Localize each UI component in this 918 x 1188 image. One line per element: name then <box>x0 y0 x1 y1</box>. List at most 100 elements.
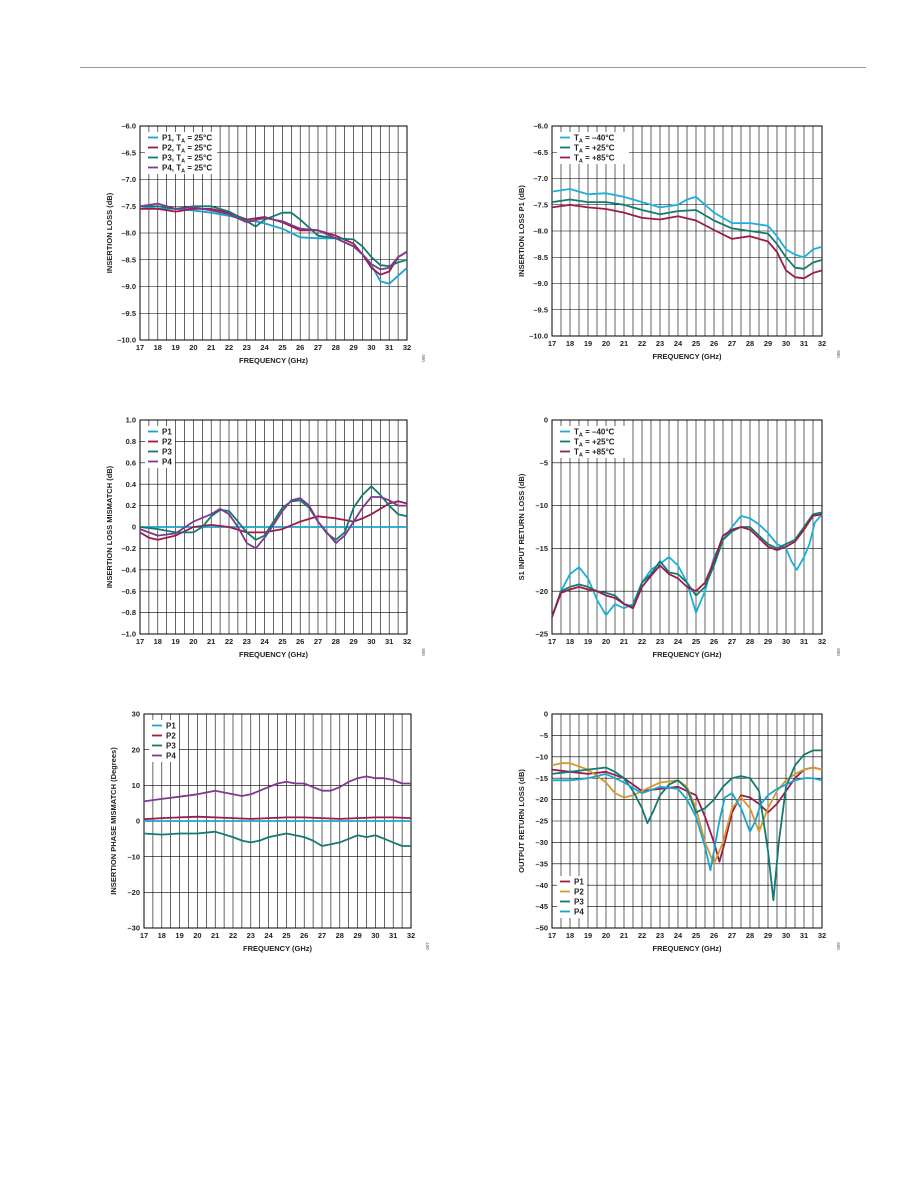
x-tick-label: 18 <box>154 343 162 352</box>
y-tick-label: –9.0 <box>533 279 548 288</box>
legend-label: P2, TA = 25°C <box>162 144 212 155</box>
x-tick-label: 28 <box>336 931 344 940</box>
series-line <box>551 513 823 618</box>
y-tick-label: –15 <box>535 544 548 553</box>
x-tick-label: 25 <box>282 931 290 940</box>
insertion-loss-p1-chart: 17 18 19 20 21 22 23 24 25 26 27 28 29 30 31 32 –10.0 –9.… <box>517 122 841 361</box>
x-tick-label: 31 <box>385 343 393 352</box>
x-tick-label: 25 <box>692 339 700 348</box>
x-tick-label: 23 <box>656 637 664 646</box>
y-tick-label: –15 <box>535 774 548 783</box>
x-tick-label: 28 <box>746 637 754 646</box>
x-tick-label: 28 <box>746 931 754 940</box>
x-tick-label: 21 <box>211 931 219 940</box>
x-tick-label: 19 <box>584 637 592 646</box>
insertion-loss-mismatch-chart: 17 18 19 20 21 22 23 24 25 26 27 28 29 30 31 32 –1.0 –0.8… <box>105 416 426 659</box>
legend-label: P2 <box>166 732 176 741</box>
series-line <box>139 205 408 285</box>
y-tick-label: –50 <box>535 924 548 933</box>
y-tick-label: –5 <box>540 458 548 467</box>
x-tick-label: 22 <box>225 637 233 646</box>
plot-frame <box>551 713 823 929</box>
x-tick-label: 21 <box>620 339 628 348</box>
x-tick-label: 25 <box>278 637 286 646</box>
x-tick-label: 29 <box>353 931 361 940</box>
x-tick-label: 24 <box>674 931 683 940</box>
y-tick-label: –0.6 <box>121 587 136 596</box>
legend-label: P1 <box>166 722 176 731</box>
series-line <box>143 830 411 847</box>
plot-frame <box>551 125 823 337</box>
x-tick-label: 31 <box>389 931 397 940</box>
x-tick-label: 30 <box>367 343 375 352</box>
x-tick-label: 23 <box>247 931 255 940</box>
figure-number: 008 <box>836 648 841 656</box>
y-tick-label: 0 <box>544 710 548 719</box>
insertion-phase-mismatch-chart: 17 18 19 20 21 22 23 24 25 26 27 28 29 30 31 32 –30 –20 –1… <box>109 710 430 953</box>
y-tick-label: –6.0 <box>533 122 548 131</box>
x-tick-label: 19 <box>175 931 183 940</box>
x-tick-label: 32 <box>818 931 826 940</box>
y-tick-label: –20 <box>535 795 548 804</box>
x-tick-label: 22 <box>638 931 646 940</box>
y-tick-label: –7.0 <box>121 175 136 184</box>
x-tick-label: 29 <box>349 343 357 352</box>
y-tick-label: –20 <box>127 888 140 897</box>
header-rule <box>80 67 866 68</box>
x-tick-label: 23 <box>243 343 251 352</box>
x-tick-label: 24 <box>264 931 273 940</box>
series-line <box>551 749 822 902</box>
x-tick-label: 30 <box>782 931 790 940</box>
series-line <box>551 513 823 618</box>
y-tick-label: –40 <box>535 881 548 890</box>
y-tick-label: 0 <box>136 817 140 826</box>
x-tick-label: 23 <box>243 637 251 646</box>
y-tick-label: –7.5 <box>533 200 548 209</box>
x-tick-label: 24 <box>674 637 683 646</box>
y-tick-label: –6.5 <box>121 148 136 157</box>
y-tick-label: –8.0 <box>533 227 548 236</box>
x-tick-label: 20 <box>189 637 197 646</box>
y-axis-label: INSERTION LOSS P1 (dB) <box>517 185 526 277</box>
series-line <box>551 198 823 270</box>
output-return-loss-chart: 17 18 19 20 21 22 23 24 25 26 27 28 29 30 31 32–50–45–4… <box>517 710 841 953</box>
legend-label: TA = +25°C <box>574 438 615 449</box>
y-tick-label: –5 <box>540 731 548 740</box>
y-tick-label: –25 <box>535 817 548 826</box>
x-tick-label: 32 <box>818 637 826 646</box>
y-tick-label: –7.0 <box>533 174 548 183</box>
y-tick-label: –6.0 <box>121 122 136 131</box>
y-tick-label: –10 <box>535 501 548 510</box>
y-tick-label: –20 <box>535 587 548 596</box>
y-tick-label: 0.4 <box>126 480 137 489</box>
x-tick-label: 21 <box>620 931 628 940</box>
x-tick-label: 22 <box>638 637 646 646</box>
y-tick-label: –8.5 <box>533 253 548 262</box>
legend-label: TA = –40°C <box>574 134 615 145</box>
s1-input-return-loss-chart: 17 18 19 20 21 22 23 24 25 26 27 28 29 30 31 32 –25 –20 –1… <box>517 416 841 659</box>
y-axis-label: INSERTION PHASE MISMATCH (Degrees) <box>109 747 118 895</box>
series-line <box>139 202 408 271</box>
x-tick-label: 29 <box>764 637 772 646</box>
legend-label: P3, TA = 25°C <box>162 154 212 165</box>
x-tick-label: 17 <box>136 637 144 646</box>
y-axis-label: OUTPUT RETURN LOSS (dB) <box>517 769 526 873</box>
plot-frame <box>551 419 823 635</box>
x-tick-label: 25 <box>692 637 700 646</box>
y-tick-label: –9.0 <box>121 282 136 291</box>
y-tick-label: –0.4 <box>121 565 136 574</box>
insertion-loss-chart: 17 18 19 20 21 22 23 24 25 26 27 28 29 30 31 32 –10.0 –9.… <box>105 122 426 365</box>
plot-frame <box>139 125 408 341</box>
y-tick-label: –9.5 <box>533 305 548 314</box>
x-tick-label: 29 <box>764 931 772 940</box>
x-tick-label: 22 <box>229 931 237 940</box>
legend-label: TA = –40°C <box>574 428 615 439</box>
y-tick-label: –0.8 <box>121 608 136 617</box>
legend-label: P4 <box>166 752 176 761</box>
y-tick-label: –30 <box>127 924 140 933</box>
legend-label: TA = +85°C <box>574 448 615 459</box>
y-axis-label: INSERTION LOSS MISMATCH (dB) <box>105 465 114 588</box>
x-tick-label: 27 <box>728 339 736 348</box>
x-tick-label: 31 <box>800 637 808 646</box>
legend-label: TA = +85°C <box>574 154 615 165</box>
